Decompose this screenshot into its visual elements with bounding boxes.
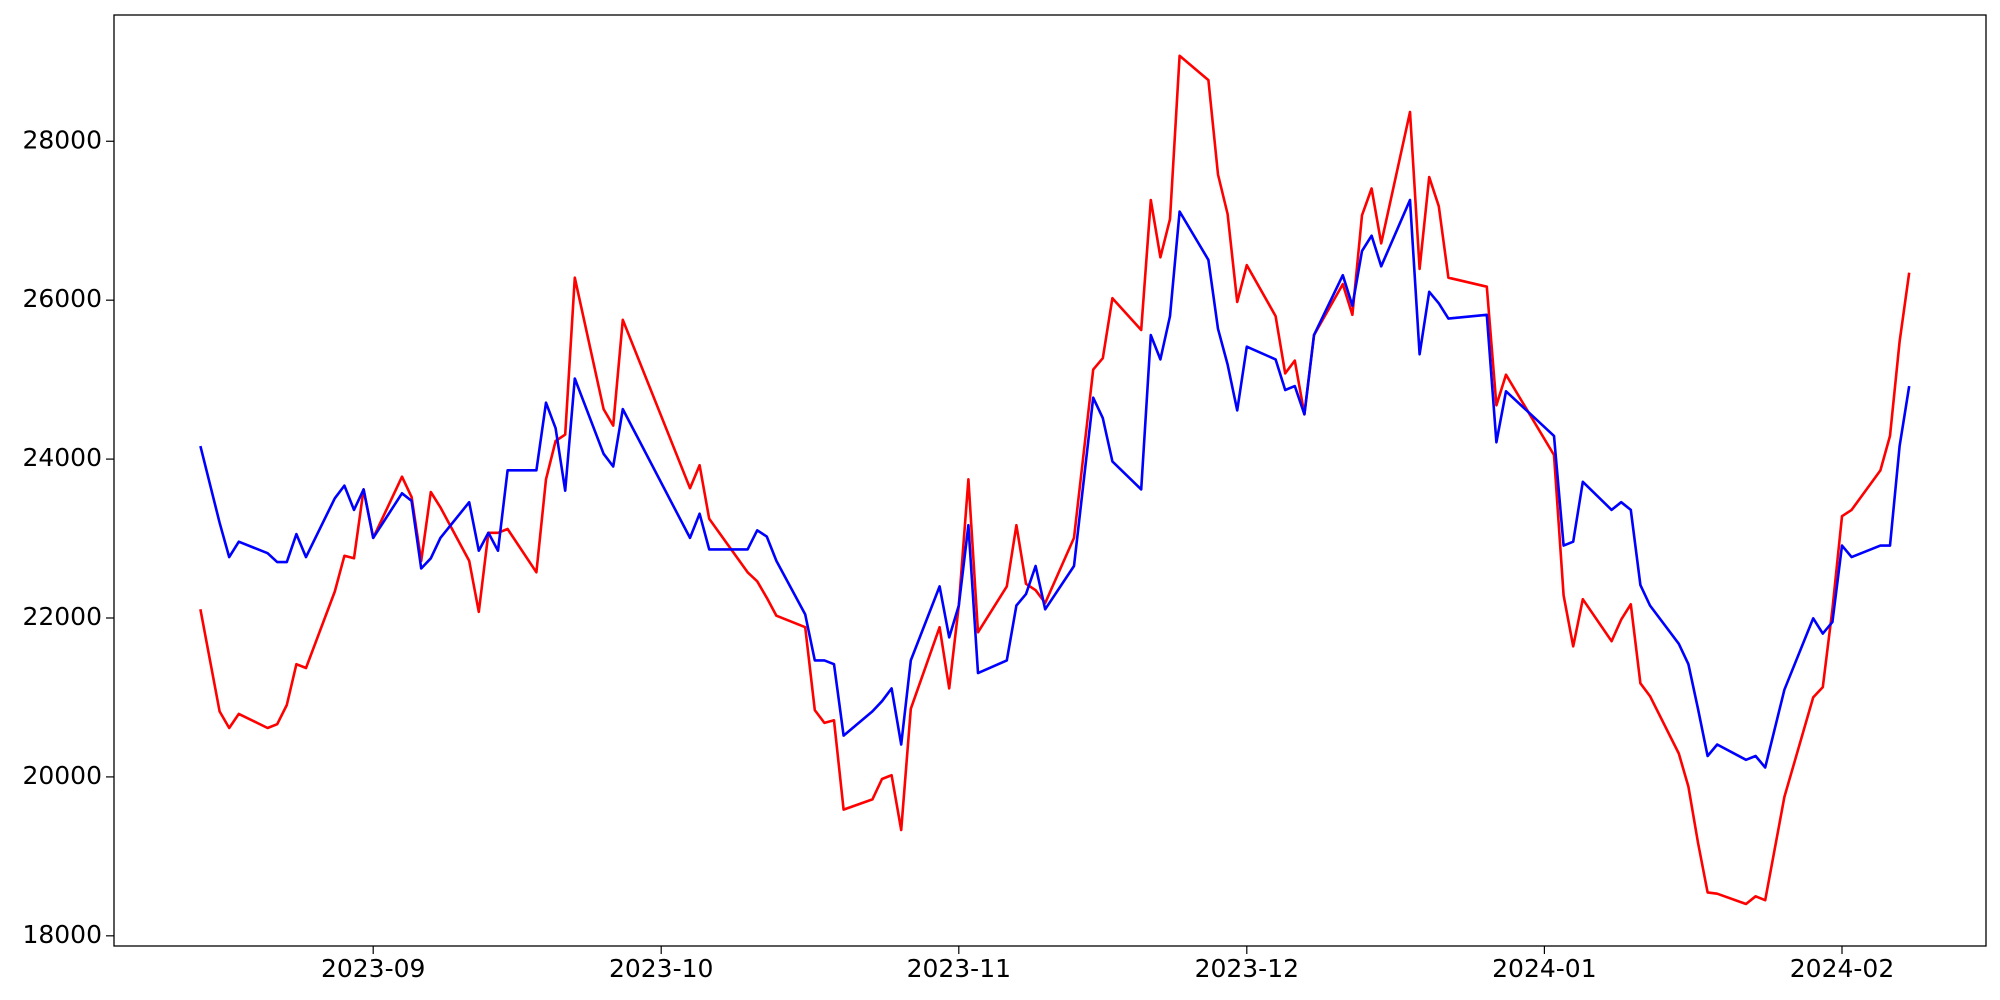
y-tick-label: 22000 [22, 602, 102, 631]
plot-frame [113, 14, 1987, 947]
y-tick-label: 20000 [22, 761, 102, 790]
x-tick-label: 2023-12 [1195, 954, 1299, 983]
line-series [199, 198, 1911, 769]
x-tick-label: 2023-10 [609, 954, 713, 983]
x-tick-label: 2024-02 [1790, 954, 1894, 983]
x-tick-label: 2024-01 [1492, 954, 1596, 983]
y-tick-label: 24000 [22, 443, 102, 472]
line-series [199, 54, 1911, 906]
x-tick-label: 2023-09 [321, 954, 425, 983]
y-tick-label: 18000 [22, 920, 102, 949]
x-tick-label: 2023-11 [907, 954, 1011, 983]
y-tick-label: 26000 [22, 284, 102, 313]
y-tick-label: 28000 [22, 125, 102, 154]
